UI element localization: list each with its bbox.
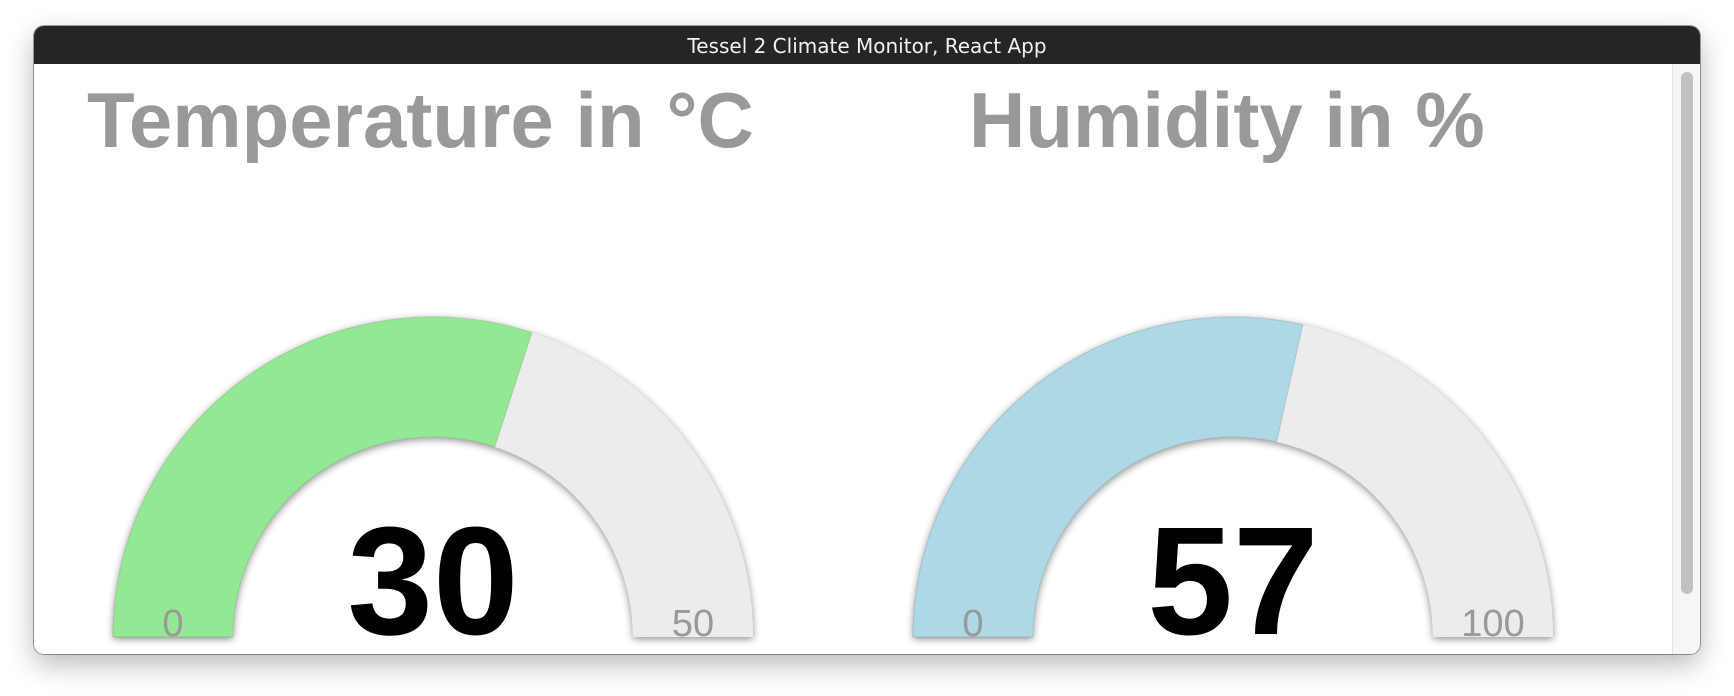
page-content: Temperature in °C Humidity in % 30 57 0 … [34, 64, 1672, 654]
temperature-gauge: 30 [112, 316, 753, 654]
window-title: Tessel 2 Climate Monitor, React App [687, 34, 1047, 58]
humidity-gauge: 57 [912, 316, 1553, 654]
temperature-gauge-fill [112, 316, 533, 638]
app-window: Tessel 2 Climate Monitor, React App Temp… [34, 26, 1700, 654]
temperature-value: 30 [347, 495, 518, 654]
vertical-scrollbar[interactable] [1672, 64, 1700, 654]
humidity-value: 57 [1147, 495, 1318, 654]
window-titlebar[interactable]: Tessel 2 Climate Monitor, React App [34, 26, 1700, 64]
humidity-gauge-fill [912, 316, 1304, 638]
temperature-title: Temperature in °C [87, 76, 754, 164]
humidity-title: Humidity in % [969, 76, 1485, 164]
scrollbar-thumb[interactable] [1681, 72, 1693, 594]
